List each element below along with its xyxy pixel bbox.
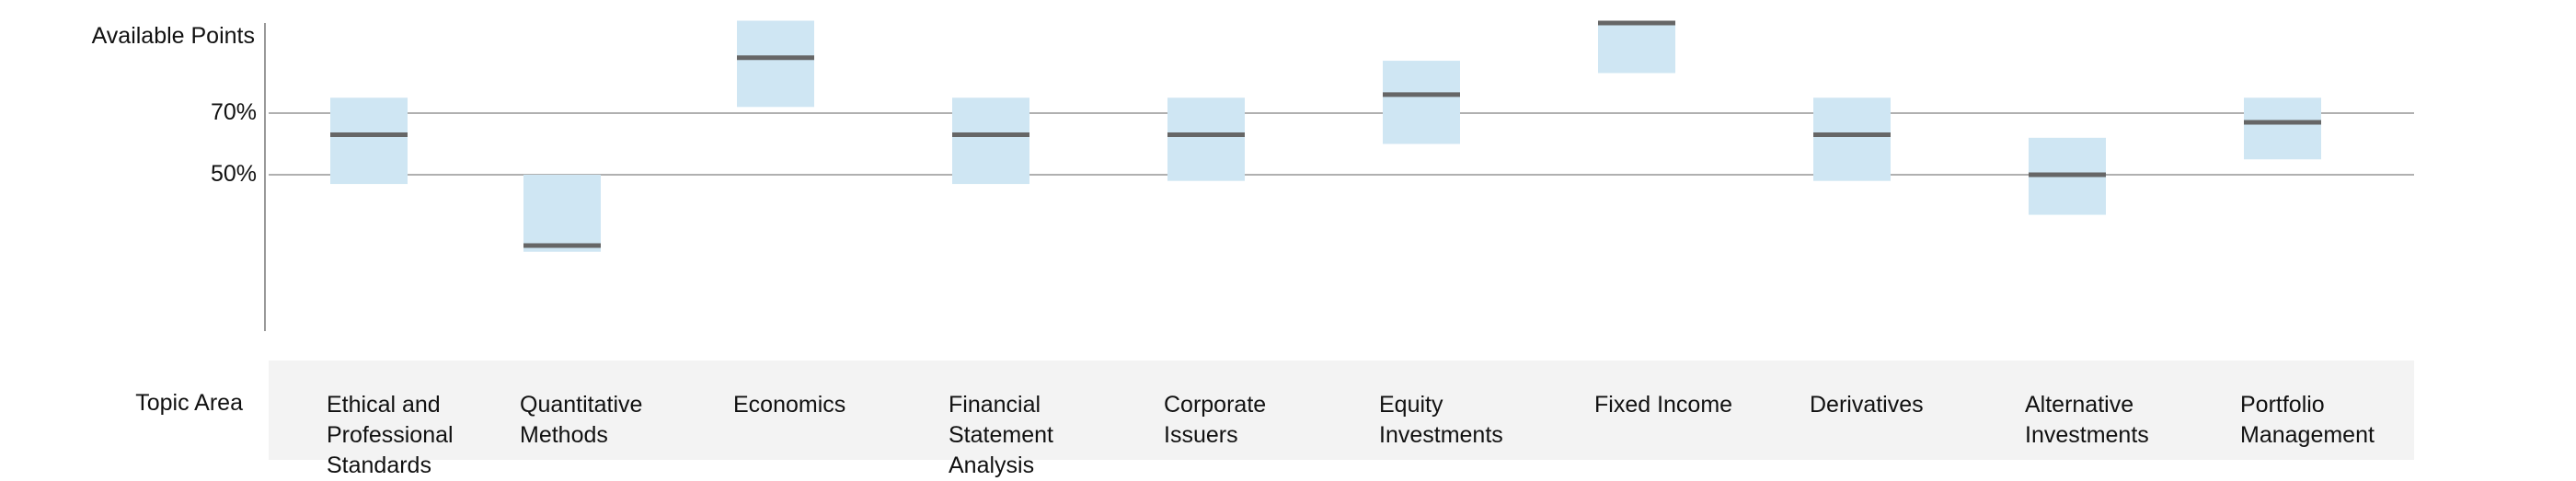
topic-label: Derivatives	[1810, 392, 1924, 418]
y-axis-title: Available Points	[91, 23, 255, 49]
topic-label: Alternative Investments	[2025, 392, 2149, 448]
topic-label: Quantitative Methods	[520, 392, 643, 448]
topic-label: Ethical and Professional Standards	[327, 392, 454, 478]
topic-label: Economics	[733, 392, 846, 418]
topic-label: Corporate Issuers	[1164, 392, 1267, 448]
chart-area: Available Points 70% 50%	[91, 20, 2414, 331]
x-axis-title: Topic Area	[135, 390, 243, 416]
range-band	[1167, 97, 1245, 181]
range-band	[523, 175, 601, 252]
range-band	[1598, 20, 1675, 74]
topic-label: Equity Investments	[1379, 392, 1503, 448]
range-band	[2244, 97, 2321, 160]
chart-plot	[264, 20, 2414, 331]
range-band	[1383, 61, 1460, 144]
range-band	[952, 97, 1029, 185]
topic-area-panel	[269, 361, 2414, 460]
topic-label: Fixed Income	[1594, 392, 1733, 418]
y-tick-label: 50%	[210, 161, 257, 187]
topic-label: Portfolio Management	[2240, 392, 2375, 448]
range-band	[330, 97, 408, 185]
y-tick-label: 70%	[210, 99, 257, 125]
topic-label: Financial Statement Analysis	[949, 392, 1053, 478]
range-band	[1813, 97, 1891, 181]
range-band	[737, 20, 814, 108]
